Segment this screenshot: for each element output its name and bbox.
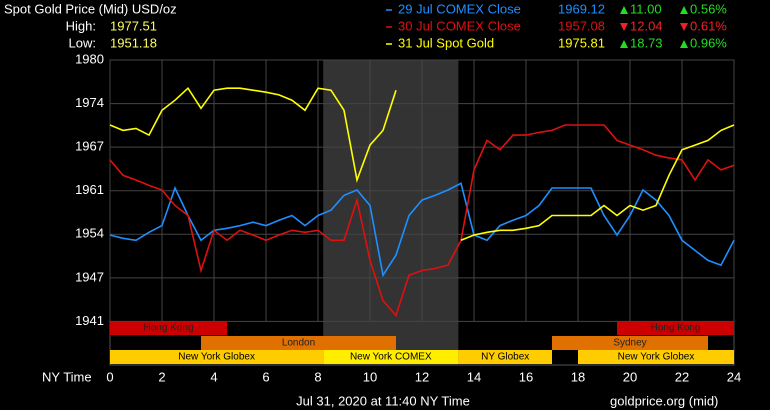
x-tick-label: 16 (519, 369, 533, 384)
session-bar (110, 321, 227, 335)
session-label: New York Globex (178, 352, 255, 363)
source: goldprice.org (mid) (610, 393, 718, 408)
legend-price: 1969.12 (558, 1, 605, 16)
session-bar (201, 336, 396, 350)
x-tick-label: 22 (675, 369, 689, 384)
chart-title: Spot Gold Price (Mid) USD/oz (4, 1, 177, 16)
session-label: NY Globex (481, 352, 529, 363)
legend-change: 18.73 (630, 35, 663, 50)
arrow-down (620, 23, 628, 31)
footer: Jul 31, 2020 at 11:40 NY Time (296, 393, 470, 408)
session-bar (323, 350, 459, 364)
y-tick-label: 1961 (75, 182, 104, 197)
x-axis-label: NY Time (42, 369, 92, 384)
arrow-up (680, 40, 688, 48)
session-bar (552, 336, 708, 350)
legend-label: 30 Jul COMEX Close (398, 18, 521, 33)
session-bar (578, 350, 734, 364)
session-bar (617, 321, 734, 335)
session-label: Sydney (613, 338, 646, 349)
session-label: London (282, 338, 315, 349)
session-label: New York Globex (618, 352, 695, 363)
x-tick-label: 0 (106, 369, 113, 384)
stat-value: 1951.18 (110, 35, 157, 50)
y-tick-label: 1941 (75, 313, 104, 328)
x-tick-label: 18 (571, 369, 585, 384)
legend-change-pct: 0.61% (690, 18, 727, 33)
arrow-down (680, 23, 688, 31)
legend-change-pct: 0.56% (690, 1, 727, 16)
legend-label: 29 Jul COMEX Close (398, 1, 521, 16)
legend-change: 12.04 (630, 18, 663, 33)
y-tick-label: 1967 (75, 139, 104, 154)
shaded-region (323, 60, 459, 365)
x-tick-label: 10 (363, 369, 377, 384)
session-bar (458, 350, 552, 364)
y-tick-label: 1974 (75, 95, 104, 110)
y-tick-label: 1980 (75, 51, 104, 66)
x-tick-label: 24 (727, 369, 741, 384)
legend-change: 11.00 (630, 1, 662, 16)
x-tick-label: 4 (210, 369, 217, 384)
x-tick-label: 14 (467, 369, 481, 384)
legend-price: 1975.81 (558, 35, 605, 50)
legend-price: 1957.08 (558, 18, 605, 33)
session-label: New York COMEX (350, 352, 432, 363)
stat-label: High: (66, 18, 96, 33)
x-tick-label: 6 (262, 369, 269, 384)
arrow-up (620, 40, 628, 48)
series-line (109, 124, 735, 317)
session-label: Hong Kong (650, 323, 700, 334)
x-tick-label: 2 (158, 369, 165, 384)
session-bar (110, 350, 324, 364)
stat-label: Low: (69, 35, 96, 50)
x-tick-label: 8 (314, 369, 321, 384)
legend-change-pct: 0.96% (690, 35, 727, 50)
x-tick-label: 12 (415, 369, 429, 384)
y-tick-label: 1954 (75, 226, 104, 241)
session-label: Hong Kong (143, 323, 193, 334)
x-tick-label: 20 (623, 369, 637, 384)
y-tick-label: 1947 (75, 269, 104, 284)
stat-value: 1977.51 (110, 18, 157, 33)
arrow-up (680, 6, 688, 14)
series-line (109, 86, 735, 242)
legend-label: 31 Jul Spot Gold (398, 35, 494, 50)
arrow-up (620, 6, 628, 14)
